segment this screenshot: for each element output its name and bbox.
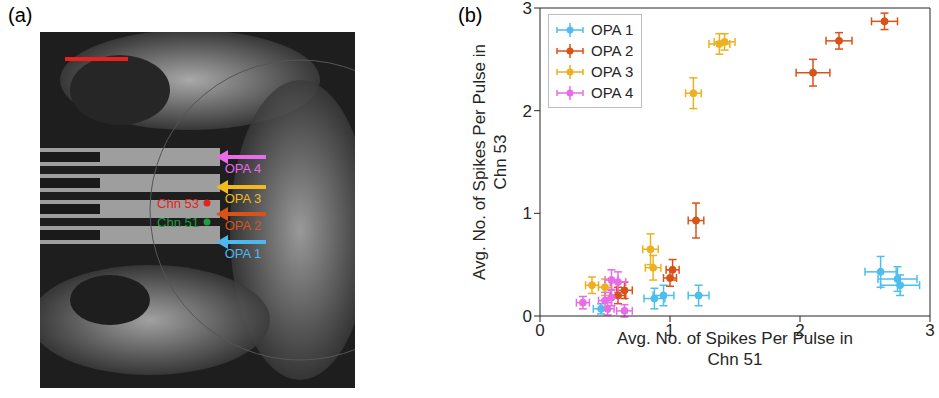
svg-text:Chn 53: Chn 53 xyxy=(491,135,510,190)
svg-text:2: 2 xyxy=(523,102,532,121)
svg-text:OPA 1: OPA 1 xyxy=(225,246,262,261)
svg-text:3: 3 xyxy=(925,321,934,340)
html-text:OPA 4: OPA 4 xyxy=(591,84,634,101)
html-text:OPA 3: OPA 3 xyxy=(591,63,634,80)
html-text:OPA 1: OPA 1 xyxy=(591,21,634,38)
svg-text:OPA 3: OPA 3 xyxy=(225,191,262,206)
svg-text:Avg. No. of Spikes Per Pulse i: Avg. No. of Spikes Per Pulse in xyxy=(617,329,853,348)
svg-text:3: 3 xyxy=(523,0,532,18)
html-text:OPA 2: OPA 2 xyxy=(591,42,634,59)
svg-text:Chn 53: Chn 53 xyxy=(157,196,199,211)
svg-text:0: 0 xyxy=(535,321,544,340)
svg-text:(b): (b) xyxy=(458,4,482,26)
svg-text:OPA 2: OPA 2 xyxy=(225,218,262,233)
svg-text:1: 1 xyxy=(665,321,674,340)
svg-text:Chn 51: Chn 51 xyxy=(157,215,199,230)
svg-text:(a): (a) xyxy=(8,4,32,26)
svg-text:Avg. No. of Spikes Per Pulse i: Avg. No. of Spikes Per Pulse in xyxy=(470,44,489,280)
svg-text:1: 1 xyxy=(523,204,532,223)
svg-text:2: 2 xyxy=(795,321,804,340)
svg-text:0: 0 xyxy=(523,307,532,326)
svg-text:OPA 4: OPA 4 xyxy=(225,161,262,176)
svg-text:Chn 51: Chn 51 xyxy=(708,350,763,369)
